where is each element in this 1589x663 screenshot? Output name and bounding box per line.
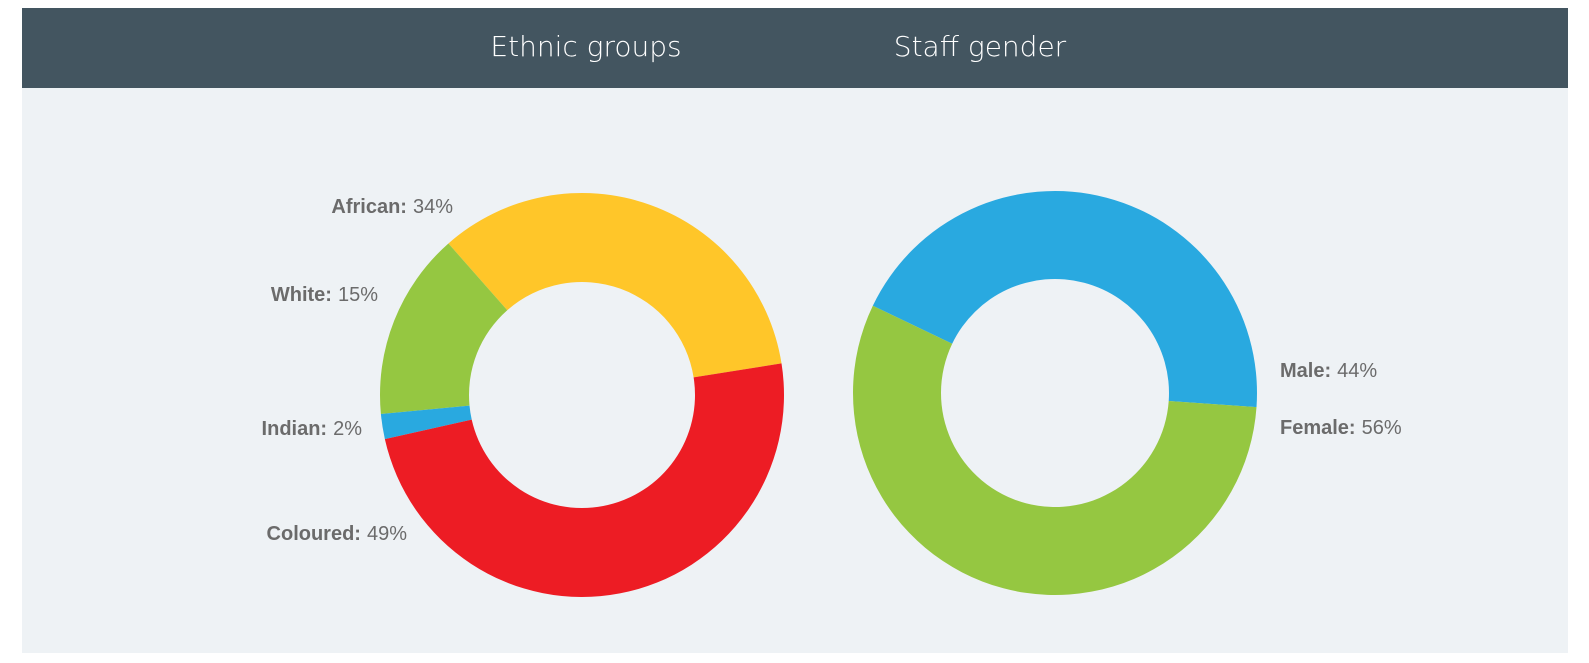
tab[interactable]: Ethnic groups — [490, 30, 681, 63]
slice-label: Indian: 2% — [262, 418, 363, 440]
donut-slice — [853, 305, 1257, 595]
label-value: 56% — [1362, 417, 1402, 439]
label-name: White: — [271, 284, 332, 306]
donut-slice — [379, 243, 508, 415]
slice-label: Male: 44% — [1280, 360, 1377, 382]
slice-label: White: 15% — [271, 284, 378, 306]
label-value: 15% — [338, 284, 378, 306]
label-value: 34% — [413, 196, 453, 218]
donut-slice — [872, 190, 1257, 408]
panel — [22, 8, 1568, 653]
label-value: 2% — [333, 418, 362, 440]
donut-slice — [384, 363, 785, 598]
tab[interactable]: Staff gender — [894, 30, 1067, 63]
label-name: Coloured: — [267, 523, 361, 545]
donut-slice — [448, 193, 782, 378]
slice-label: Female: 56% — [1280, 417, 1402, 439]
donut-slice — [380, 405, 472, 440]
label-name: Female: — [1280, 417, 1356, 439]
label-name: Indian: — [262, 418, 328, 440]
slice-label: African: 34% — [331, 196, 453, 218]
label-value: 44% — [1337, 360, 1377, 382]
label-value: 49% — [367, 523, 407, 545]
header — [22, 8, 1568, 88]
label-name: Male: — [1280, 360, 1331, 382]
slice-label: Coloured: 49% — [267, 523, 408, 545]
label-name: African: — [331, 196, 407, 218]
